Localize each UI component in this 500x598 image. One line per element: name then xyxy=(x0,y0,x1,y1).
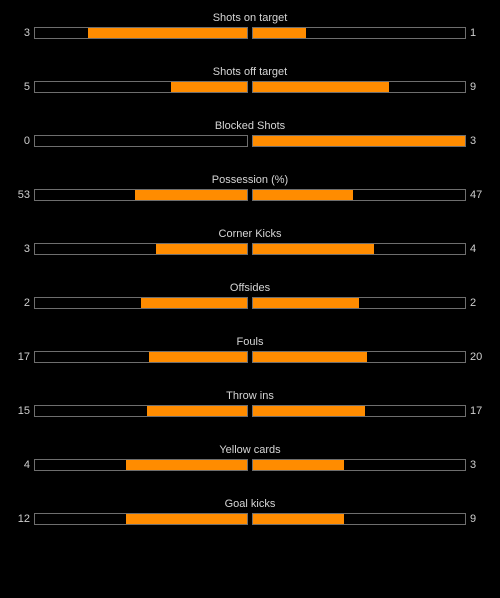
stat-label: Fouls xyxy=(236,336,264,348)
stat-row: Shots off target 5 9 xyxy=(0,65,500,119)
away-bar xyxy=(252,459,466,471)
stat-row: Yellow cards 4 3 xyxy=(0,443,500,497)
away-bar-fill xyxy=(253,460,345,470)
stat-label: Shots on target xyxy=(212,12,288,24)
away-bar xyxy=(252,81,466,93)
away-bar xyxy=(252,297,466,309)
home-value: 17 xyxy=(17,351,30,363)
away-bar-fill xyxy=(253,82,389,92)
stat-row: Blocked Shots 0 3 xyxy=(0,119,500,173)
home-bar xyxy=(34,459,248,471)
away-value: 9 xyxy=(470,513,477,525)
stat-row: Goal kicks 12 9 xyxy=(0,497,500,551)
match-stats-list: Shots on target 3 1 Shots off target 5 9 Block… xyxy=(0,11,500,551)
away-value: 1 xyxy=(470,27,477,39)
home-bar-fill xyxy=(141,298,247,308)
home-value: 3 xyxy=(23,27,30,39)
away-value: 20 xyxy=(470,351,483,363)
away-bar-fill xyxy=(253,244,374,254)
away-bar-fill xyxy=(253,298,359,308)
away-bar-fill xyxy=(253,514,345,524)
away-value: 3 xyxy=(470,459,477,471)
home-value: 2 xyxy=(23,297,30,309)
stat-label: Corner Kicks xyxy=(218,228,282,240)
home-bar xyxy=(34,297,248,309)
away-value: 9 xyxy=(470,81,477,93)
home-value: 5 xyxy=(23,81,30,93)
home-bar-fill xyxy=(126,514,247,524)
home-bar xyxy=(34,135,248,147)
away-bar-fill xyxy=(253,136,465,146)
home-bar-fill xyxy=(126,460,247,470)
away-value: 3 xyxy=(470,135,477,147)
home-value: 15 xyxy=(17,405,30,417)
stat-row: Corner Kicks 3 4 xyxy=(0,227,500,281)
stat-label: Shots off target xyxy=(212,66,288,78)
away-bar xyxy=(252,135,466,147)
home-bar xyxy=(34,27,248,39)
stat-label: Goal kicks xyxy=(224,498,276,510)
away-bar-fill xyxy=(253,190,353,200)
stat-label: Yellow cards xyxy=(219,444,281,456)
stat-row: Possession (%) 53 47 xyxy=(0,173,500,227)
away-bar xyxy=(252,27,466,39)
home-bar-fill xyxy=(170,82,247,92)
away-bar xyxy=(252,513,466,525)
stat-row: Offsides 2 2 xyxy=(0,281,500,335)
away-value: 47 xyxy=(470,189,483,201)
stat-label: Blocked Shots xyxy=(214,120,286,132)
home-value: 12 xyxy=(17,513,30,525)
stat-row: Throw ins 15 17 xyxy=(0,389,500,443)
stat-row: Fouls 17 20 xyxy=(0,335,500,389)
home-bar-fill xyxy=(88,28,247,38)
stat-label: Possession (%) xyxy=(211,174,289,186)
home-value: 4 xyxy=(23,459,30,471)
stat-label: Throw ins xyxy=(226,390,274,402)
home-value: 0 xyxy=(23,135,30,147)
home-value: 53 xyxy=(17,189,30,201)
stat-row: Shots on target 3 1 xyxy=(0,11,500,65)
away-value: 2 xyxy=(470,297,477,309)
home-bar xyxy=(34,513,248,525)
home-bar-fill xyxy=(155,244,247,254)
away-bar xyxy=(252,189,466,201)
home-bar-fill xyxy=(147,406,247,416)
home-bar-fill xyxy=(134,190,247,200)
home-bar xyxy=(34,189,248,201)
away-bar xyxy=(252,243,466,255)
home-bar-fill xyxy=(149,352,247,362)
home-bar xyxy=(34,351,248,363)
stat-label: Offsides xyxy=(229,282,271,294)
away-bar-fill xyxy=(253,352,368,362)
away-bar xyxy=(252,405,466,417)
home-bar xyxy=(34,81,248,93)
away-value: 4 xyxy=(470,243,477,255)
away-value: 17 xyxy=(470,405,483,417)
away-bar xyxy=(252,351,466,363)
away-bar-fill xyxy=(253,406,366,416)
home-bar xyxy=(34,405,248,417)
home-value: 3 xyxy=(23,243,30,255)
away-bar-fill xyxy=(253,28,306,38)
home-bar xyxy=(34,243,248,255)
